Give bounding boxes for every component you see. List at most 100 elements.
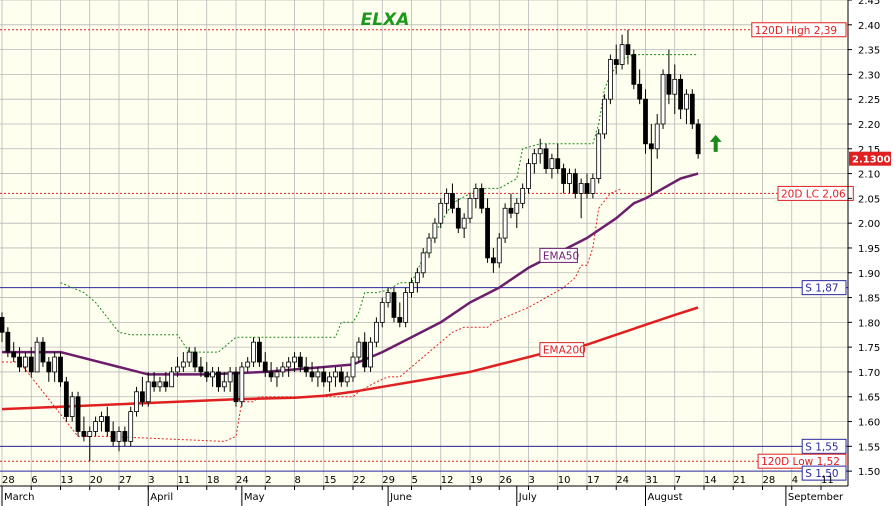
candle-body: [648, 143, 654, 150]
candle-body: [327, 376, 333, 383]
x-day-label: 19: [470, 475, 483, 486]
candle-body: [590, 178, 596, 194]
arrow-shape: [709, 134, 722, 152]
candle-body: [5, 331, 11, 353]
candle-body: [567, 173, 572, 184]
candle-body: [362, 341, 368, 368]
candle-body: [333, 371, 338, 378]
x-day-label: 8: [295, 475, 301, 486]
candle-body: [81, 431, 87, 437]
y-tick-label: 2.45: [858, 0, 880, 7]
y-tick-label: 2.35: [858, 46, 880, 57]
last-price-label: 2.13000: [852, 155, 894, 166]
candle-body: [409, 282, 414, 293]
candle-body: [233, 371, 239, 403]
x-month-label: May: [244, 492, 265, 503]
x-day-label: 27: [119, 475, 132, 486]
candle-body: [549, 158, 555, 170]
candle-body: [309, 371, 315, 378]
candle-body: [660, 73, 666, 125]
x-day-label: 20: [90, 475, 103, 486]
y-tick-label: 2.25: [858, 95, 880, 106]
candle-body: [379, 302, 385, 323]
y-tick-label: 1.90: [858, 269, 880, 280]
candle-body: [122, 431, 128, 442]
candle-body: [467, 197, 473, 219]
candle-body: [608, 59, 613, 100]
candle-body: [572, 173, 578, 194]
y-tick-label: 1.85: [858, 294, 880, 305]
candle-body: [654, 123, 660, 150]
candle-body: [180, 361, 186, 368]
candle-body: [502, 207, 508, 239]
candle-body: [268, 371, 274, 378]
candle-body: [543, 148, 549, 170]
candle-body: [461, 217, 467, 229]
level-label: S 1,50: [801, 465, 847, 481]
chart-title: ELXA: [361, 10, 410, 30]
candle-body: [216, 371, 221, 388]
candle-body: [514, 202, 520, 214]
candle-body: [344, 376, 350, 383]
y-tick-label: 2.30: [858, 70, 880, 81]
candle-body: [22, 356, 28, 368]
candle-body: [695, 123, 701, 155]
x-day-label: 26: [499, 475, 512, 486]
level-label-text: S 1,87: [805, 283, 838, 295]
candle-body: [619, 44, 625, 65]
candle-body: [485, 207, 490, 259]
horizontal-levels: [0, 29, 848, 472]
level-label-text: 20D LC 2,06: [781, 188, 846, 200]
y-tick-label: 1.70: [858, 368, 880, 379]
x-day-label: 29: [382, 475, 395, 486]
x-day-label: 21: [733, 475, 746, 486]
candle-body: [186, 351, 192, 363]
candle-body: [63, 381, 69, 417]
candle-body: [385, 292, 391, 303]
candle-body: [432, 222, 438, 239]
candle-body: [134, 391, 139, 413]
candle-body: [666, 73, 672, 95]
candle-body: [643, 98, 648, 145]
candle-body: [116, 431, 122, 442]
x-day-label: 4: [792, 475, 798, 486]
y-tick-label: 1.95: [858, 244, 880, 255]
x-day-label: 11: [178, 475, 191, 486]
candle-body: [40, 341, 46, 363]
x-axis-background: [0, 486, 848, 506]
candle-body: [69, 396, 75, 417]
candle-body: [555, 158, 561, 170]
candle-body: [414, 272, 420, 284]
x-day-label: 3: [529, 475, 535, 486]
candle-body: [526, 163, 531, 189]
candle-body: [17, 356, 22, 368]
candle-body: [11, 351, 17, 358]
candle-body: [192, 351, 198, 368]
candle-body: [104, 416, 110, 432]
candle-body: [28, 356, 34, 373]
trailing-stop-red-line: [2, 187, 623, 442]
candle-body: [602, 98, 607, 135]
candle-body: [479, 188, 485, 209]
x-day-label: 13: [61, 475, 74, 486]
candle-body: [321, 371, 327, 383]
candle-body: [561, 168, 566, 184]
x-day-label: 6: [31, 475, 37, 486]
candle-body: [397, 316, 403, 323]
y-tick-label: 1.60: [858, 418, 880, 429]
candle-body: [151, 381, 157, 388]
x-month-label: June: [389, 492, 412, 503]
level-label: S 1,87: [801, 280, 847, 296]
x-month-label: September: [788, 492, 844, 503]
candle-body: [356, 341, 362, 358]
candle-body: [613, 59, 619, 65]
candle-body: [93, 421, 98, 432]
y-tick-label: 2.05: [858, 194, 880, 205]
candle-body: [672, 78, 678, 95]
candle-body: [450, 193, 455, 209]
y-tick-label: 1.55: [858, 442, 880, 453]
candle-body: [245, 361, 251, 368]
x-day-label: 24: [236, 475, 249, 486]
y-tick-label: 1.75: [858, 343, 880, 354]
